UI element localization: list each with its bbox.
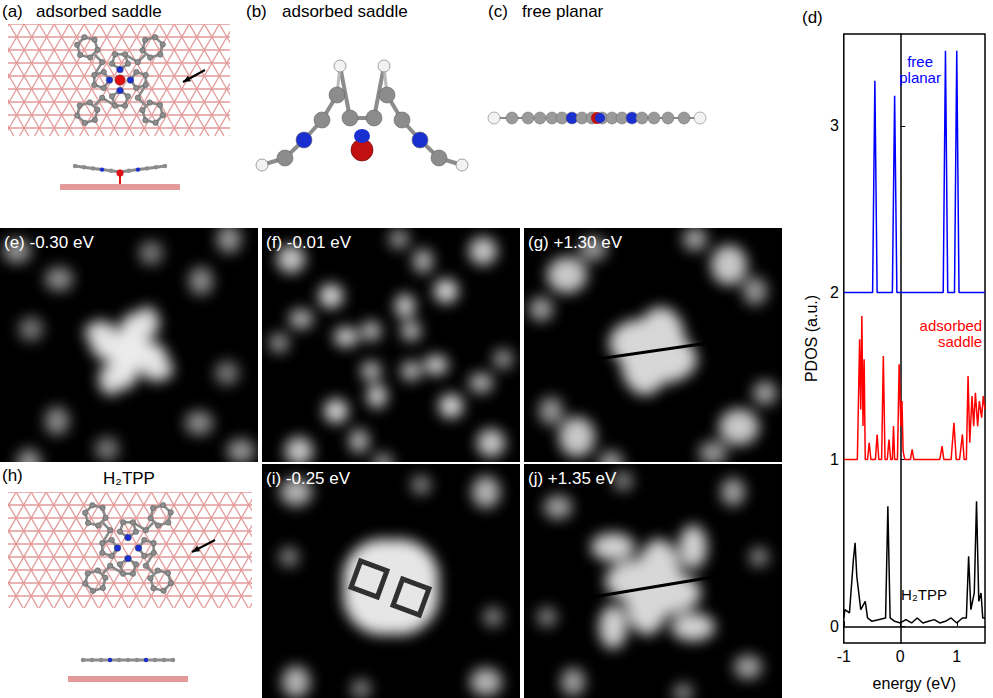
svg-text:PDOS (a.u.): PDOS (a.u.) xyxy=(803,295,820,382)
svg-text:free planar: free planar xyxy=(522,2,604,21)
svg-text:(f) -0.01 eV: (f) -0.01 eV xyxy=(266,233,352,252)
svg-text:free: free xyxy=(907,53,933,70)
svg-text:planar: planar xyxy=(899,69,941,86)
svg-text:adsorbed saddle: adsorbed saddle xyxy=(282,2,408,21)
svg-text:2: 2 xyxy=(830,284,839,301)
svg-text:(g) +1.30 eV: (g) +1.30 eV xyxy=(528,233,623,252)
svg-text:1: 1 xyxy=(952,648,961,665)
svg-text:energy (eV): energy (eV) xyxy=(873,675,957,692)
svg-text:1: 1 xyxy=(830,451,839,468)
svg-text:adsorbed: adsorbed xyxy=(920,317,983,334)
svg-text:0: 0 xyxy=(830,618,839,635)
svg-text:0: 0 xyxy=(896,648,905,665)
svg-text:(e) -0.30 eV: (e) -0.30 eV xyxy=(4,233,94,252)
svg-text:H₂TPP: H₂TPP xyxy=(901,586,947,603)
svg-text:saddle: saddle xyxy=(938,333,982,350)
svg-text:H₂TPP: H₂TPP xyxy=(103,469,155,488)
svg-text:-1: -1 xyxy=(837,648,851,665)
svg-text:(h): (h) xyxy=(2,466,23,485)
svg-text:(d): (d) xyxy=(802,8,823,27)
svg-text:(a): (a) xyxy=(2,2,23,21)
svg-text:3: 3 xyxy=(830,117,839,134)
svg-text:adsorbed saddle: adsorbed saddle xyxy=(36,2,162,21)
svg-text:(c): (c) xyxy=(488,2,508,21)
svg-text:(j) +1.35 eV: (j) +1.35 eV xyxy=(528,469,617,488)
svg-text:(i) -0.25 eV: (i) -0.25 eV xyxy=(266,469,351,488)
svg-text:(b): (b) xyxy=(246,2,267,21)
